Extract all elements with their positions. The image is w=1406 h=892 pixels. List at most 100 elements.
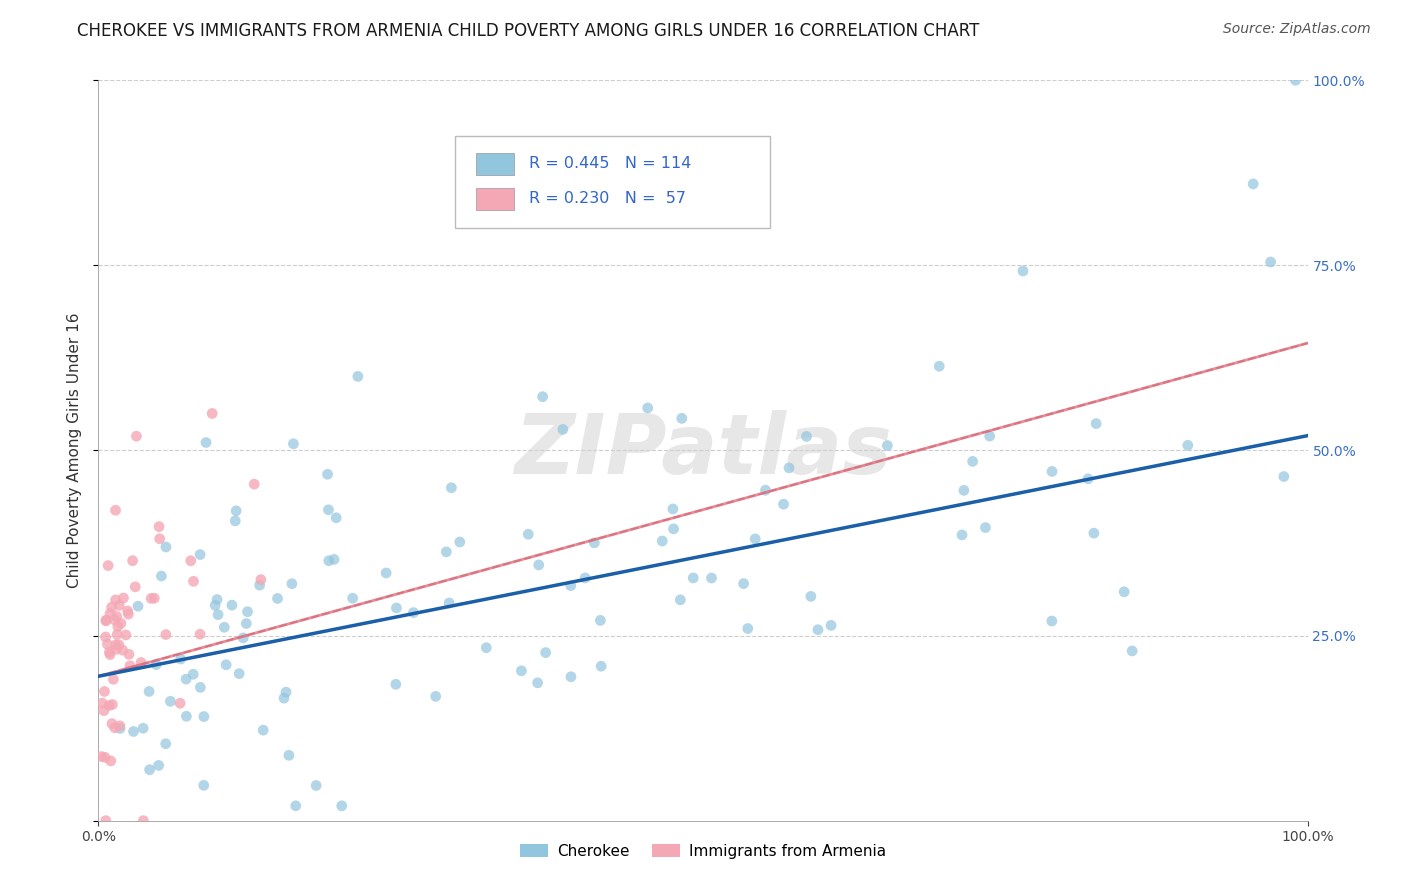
Point xyxy=(143,591,166,606)
Point xyxy=(149,532,172,546)
Point xyxy=(100,754,122,768)
Point xyxy=(754,483,776,498)
Point xyxy=(205,592,228,607)
Point xyxy=(342,591,364,606)
Point xyxy=(176,709,198,723)
Point xyxy=(96,613,118,627)
Point xyxy=(188,681,211,695)
Point xyxy=(101,716,124,731)
Point xyxy=(117,604,139,618)
Point xyxy=(243,477,266,491)
Point xyxy=(375,566,398,580)
Point xyxy=(475,640,498,655)
Point xyxy=(96,637,118,651)
Point xyxy=(138,684,160,698)
Point xyxy=(662,522,685,536)
Point xyxy=(807,623,830,637)
Point xyxy=(700,571,723,585)
Point xyxy=(225,504,247,518)
Point xyxy=(155,627,177,641)
Point xyxy=(449,535,471,549)
Point xyxy=(117,607,139,621)
Point xyxy=(330,798,353,813)
Point xyxy=(305,779,328,793)
Point xyxy=(93,704,115,718)
Point xyxy=(127,599,149,614)
Point xyxy=(141,591,163,606)
Point xyxy=(527,558,550,572)
Point xyxy=(108,599,131,613)
Point xyxy=(820,618,842,632)
Point xyxy=(273,691,295,706)
Point xyxy=(1114,584,1136,599)
Point xyxy=(94,614,117,628)
Point xyxy=(250,573,273,587)
Point xyxy=(104,593,127,607)
Point xyxy=(132,814,155,828)
Point xyxy=(510,664,533,678)
Point xyxy=(733,576,755,591)
Point xyxy=(107,619,129,633)
Point xyxy=(169,652,191,666)
Point xyxy=(772,497,794,511)
Point xyxy=(124,580,146,594)
Point xyxy=(517,527,540,541)
Point xyxy=(98,648,121,662)
Point xyxy=(283,437,305,451)
Point xyxy=(129,656,152,670)
Point xyxy=(962,454,984,468)
Point xyxy=(1272,469,1295,483)
Point xyxy=(145,657,167,672)
Point xyxy=(778,461,800,475)
Point xyxy=(1121,644,1143,658)
Point xyxy=(214,620,236,634)
Point xyxy=(148,758,170,772)
Point xyxy=(531,390,554,404)
Point xyxy=(94,814,117,828)
Point xyxy=(434,545,457,559)
Point xyxy=(281,576,304,591)
Point xyxy=(105,627,128,641)
Point xyxy=(235,616,257,631)
Point xyxy=(325,510,347,524)
Point xyxy=(180,554,202,568)
Point xyxy=(385,677,408,691)
Point xyxy=(155,540,177,554)
Point xyxy=(104,638,127,652)
Point xyxy=(1040,614,1063,628)
Point xyxy=(224,514,246,528)
Point xyxy=(169,696,191,710)
Point xyxy=(155,737,177,751)
Point xyxy=(425,690,447,704)
Point xyxy=(98,607,121,621)
Point xyxy=(118,658,141,673)
Point xyxy=(347,369,370,384)
FancyBboxPatch shape xyxy=(456,136,769,228)
Point xyxy=(662,502,685,516)
Point xyxy=(744,532,766,546)
Point xyxy=(284,798,307,813)
Point xyxy=(876,438,898,452)
Point xyxy=(188,548,211,562)
Point xyxy=(215,657,238,672)
Point xyxy=(94,750,117,764)
Point xyxy=(94,630,117,644)
Point xyxy=(100,600,122,615)
Point xyxy=(1284,73,1306,87)
FancyBboxPatch shape xyxy=(475,153,515,175)
Point xyxy=(105,642,128,657)
Point xyxy=(181,667,204,681)
Point xyxy=(110,616,132,631)
Point xyxy=(93,684,115,698)
Point xyxy=(1241,177,1264,191)
Point xyxy=(150,569,173,583)
Point xyxy=(103,673,125,687)
Point xyxy=(651,534,673,549)
Point xyxy=(204,599,226,613)
Point xyxy=(174,672,197,686)
Text: R = 0.445   N = 114: R = 0.445 N = 114 xyxy=(529,156,692,171)
Point xyxy=(148,519,170,533)
Point xyxy=(318,554,340,568)
Point xyxy=(266,591,288,606)
Point xyxy=(115,628,138,642)
